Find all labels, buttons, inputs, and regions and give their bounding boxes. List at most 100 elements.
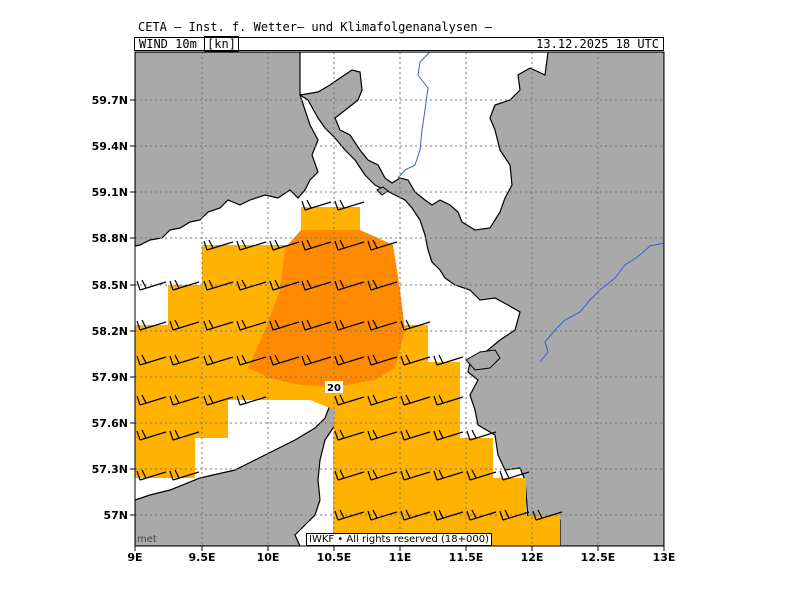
- wind-barb: [367, 394, 398, 406]
- wind-barb: [400, 354, 431, 366]
- y-tick-label: 59.7N: [92, 94, 128, 107]
- contour-label: 20: [327, 383, 341, 394]
- wind-barb: [203, 239, 234, 251]
- y-tick-label: 58.5N: [92, 279, 128, 292]
- wind-barb: [269, 239, 300, 251]
- wind-barbs: [136, 199, 563, 521]
- wind-barb: [301, 354, 332, 366]
- wind-barb: [334, 239, 365, 251]
- wind-barb: [269, 279, 300, 291]
- wind-barb: [367, 239, 398, 251]
- x-tick-label: 10E: [257, 551, 280, 564]
- wind-barb: [466, 469, 497, 481]
- wind-barb: [334, 394, 365, 406]
- wind-barb: [433, 354, 464, 366]
- wind-barb: [400, 319, 431, 331]
- wind-barb: [367, 469, 398, 481]
- wind-barb: [433, 429, 464, 441]
- wind-barb: [203, 354, 234, 366]
- wind-barb: [136, 319, 167, 331]
- wind-barb: [334, 509, 365, 521]
- wind-barb: [169, 429, 200, 441]
- met-logo: met: [137, 534, 157, 545]
- x-tick-label: 10.5E: [317, 551, 352, 564]
- wind-barb: [367, 354, 398, 366]
- wind-barb: [334, 469, 365, 481]
- wind-barb: [400, 394, 431, 406]
- y-tick-label: 57N: [103, 509, 128, 522]
- wind-barb: [169, 394, 200, 406]
- wind-barb: [136, 394, 167, 406]
- wind-barb: [466, 509, 497, 521]
- wind-barb: [334, 354, 365, 366]
- y-tick-label: 57.3N: [92, 463, 128, 476]
- wind-barb: [433, 509, 464, 521]
- rivers: [397, 52, 664, 363]
- wind-barb: [532, 509, 563, 521]
- map-title: CETA – Inst. f. Wetter– und Klimafolgena…: [138, 20, 493, 34]
- wind-barb: [169, 469, 200, 481]
- wind-barb: [301, 319, 332, 331]
- wind-barb: [269, 319, 300, 331]
- wind-barb: [236, 354, 267, 366]
- wind-barb: [136, 469, 167, 481]
- valid-datetime: 13.12.2025 18 UTC: [536, 37, 659, 51]
- wind-barb: [367, 279, 398, 291]
- wind-barb: [400, 429, 431, 441]
- y-tick-label: 58.2N: [92, 325, 128, 338]
- wind-barb: [236, 279, 267, 291]
- x-tick-label: 12.5E: [581, 551, 616, 564]
- wind-area-20-plus: [248, 230, 405, 387]
- wind-barb: [203, 319, 234, 331]
- wind-barb: [169, 279, 200, 291]
- y-tick-label: 59.4N: [92, 140, 128, 153]
- graticule: [135, 52, 664, 546]
- land-island-small: [376, 186, 389, 196]
- x-tick-label: 9.5E: [188, 551, 215, 564]
- wind-barb: [499, 509, 530, 521]
- wind-barb: [301, 279, 332, 291]
- wind-barb: [136, 279, 167, 291]
- field-name: WIND_10m_: [139, 37, 205, 51]
- contour-label-bg: [325, 381, 343, 393]
- wind-barb: [269, 354, 300, 366]
- wind-barb: [203, 394, 234, 406]
- wind-barb: [367, 319, 398, 331]
- land-island: [465, 349, 501, 371]
- wind-barb: [236, 394, 267, 406]
- y-tick-label: 59.1N: [92, 186, 128, 199]
- x-tick-label: 11.5E: [449, 551, 484, 564]
- y-tick-label: 58.8N: [92, 232, 128, 245]
- wind-barb: [334, 199, 365, 211]
- wind-barb: [169, 354, 200, 366]
- wind-barb: [169, 319, 200, 331]
- wind-barb: [400, 469, 431, 481]
- y-tick-label: 57.9N: [92, 371, 128, 384]
- map-subheader: WIND_10m_ [kn] 13.12.2025 18 UTC: [134, 36, 664, 52]
- wind-barb: [136, 429, 167, 441]
- y-tick-label: 57.6N: [92, 417, 128, 430]
- x-tick-label: 13E: [653, 551, 676, 564]
- x-tick-label: 12E: [521, 551, 544, 564]
- wind-barb: [334, 319, 365, 331]
- field-label: WIND_10m_ [kn]: [139, 36, 239, 52]
- x-tick-label: 11E: [389, 551, 412, 564]
- wind-barb: [236, 319, 267, 331]
- wind-barb: [400, 509, 431, 521]
- wind-barb: [499, 469, 530, 481]
- wind-barb: [334, 279, 365, 291]
- wind-barb: [367, 509, 398, 521]
- axis-ticks: [130, 99, 665, 551]
- copyright-notice: IWKF • All rights reserved (18+000): [306, 533, 492, 546]
- wind-barb: [466, 429, 497, 441]
- wind-barb: [301, 239, 332, 251]
- wind-barb: [301, 199, 332, 211]
- wind-barb: [136, 354, 167, 366]
- wind-barb: [433, 469, 464, 481]
- wind-barb: [236, 239, 267, 251]
- field-unit: [kn]: [204, 36, 239, 52]
- wind-barb: [334, 429, 365, 441]
- x-tick-label: 9E: [127, 551, 142, 564]
- wind-barb: [367, 429, 398, 441]
